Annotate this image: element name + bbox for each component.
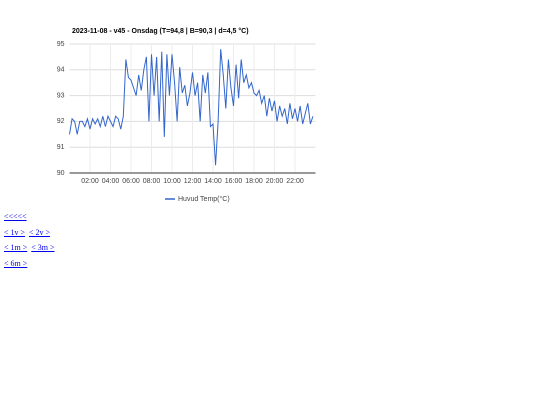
nav-link[interactable]: < 3m > [31,243,55,252]
x-tick-label: 02:00 [81,178,99,185]
links: <<<<< < 1v > < 2v > < 1m > < 3m > < 6m > [4,212,59,274]
x-tick-label: 16:00 [225,178,243,185]
link-row: < 1m > < 3m > [4,243,59,259]
x-tick-label: 22:00 [286,178,304,185]
nav-link[interactable]: <<<<< [4,212,27,221]
nav-link[interactable]: < 1m > [4,243,28,252]
nav-link[interactable]: < 6m > [4,258,28,268]
chart: 2023-11-08 - v45 - Onsdag (T=94,8 | B=90… [57,27,316,203]
link-row: < 6m > [4,259,59,275]
y-tick-label: 92 [57,118,65,125]
y-tick-label: 91 [57,144,65,151]
x-tick-label: 14:00 [204,178,222,185]
x-tick-label: 20:00 [266,178,284,185]
nav-link[interactable]: < 1v > [4,227,26,237]
data-line [69,49,314,166]
y-tick-label: 95 [57,41,65,48]
y-tick-label: 94 [57,67,65,74]
legend-label: Huvud Temp(°C) [178,195,230,203]
chart-title: 2023-11-08 - v45 - Onsdag (T=94,8 | B=90… [72,27,249,35]
link-row: < 1v > < 2v > [4,228,59,244]
y-tick-label: 93 [57,92,65,99]
x-tick-label: 04:00 [102,178,120,185]
x-tick-label: 06:00 [122,178,140,185]
y-tick-label: 90 [57,170,65,177]
x-tick-label: 10:00 [163,178,181,185]
x-tick-label: 18:00 [245,178,263,185]
nav-link[interactable]: < 2v > [29,227,51,237]
link-row: <<<<< [4,212,59,228]
x-tick-label: 12:00 [184,178,202,185]
x-tick-label: 08:00 [143,178,161,185]
